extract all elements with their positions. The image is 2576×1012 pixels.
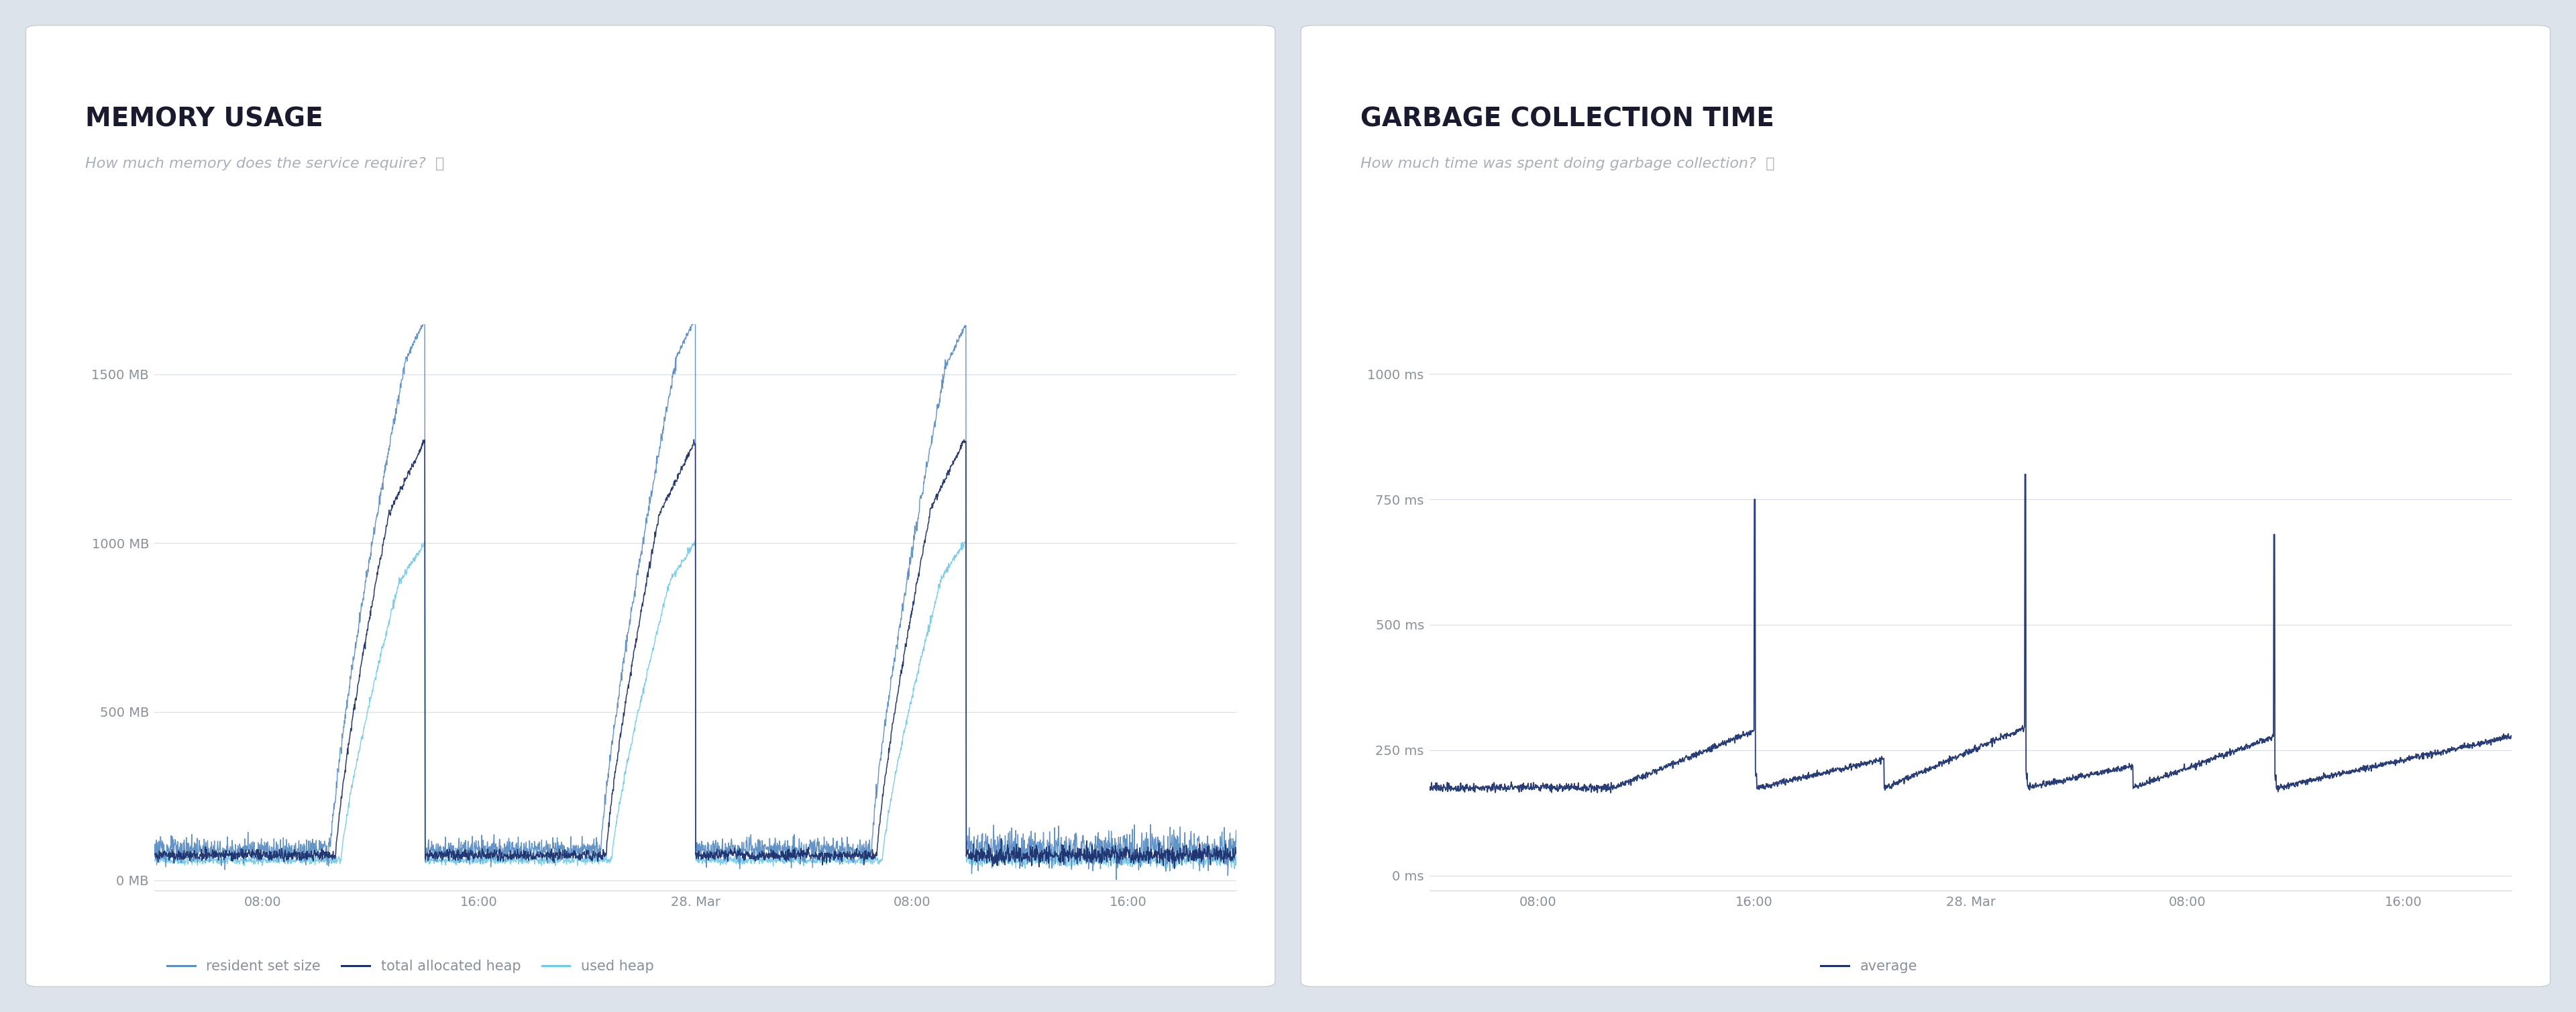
Legend: resident set size, total allocated heap, used heap: resident set size, total allocated heap,…	[162, 954, 659, 979]
Legend: average: average	[1816, 954, 1924, 979]
Text: MEMORY USAGE: MEMORY USAGE	[85, 106, 322, 132]
Text: GARBAGE COLLECTION TIME: GARBAGE COLLECTION TIME	[1360, 106, 1775, 132]
Text: How much memory does the service require?  ⓘ: How much memory does the service require…	[85, 157, 443, 170]
Text: How much time was spent doing garbage collection?  ⓘ: How much time was spent doing garbage co…	[1360, 157, 1775, 170]
